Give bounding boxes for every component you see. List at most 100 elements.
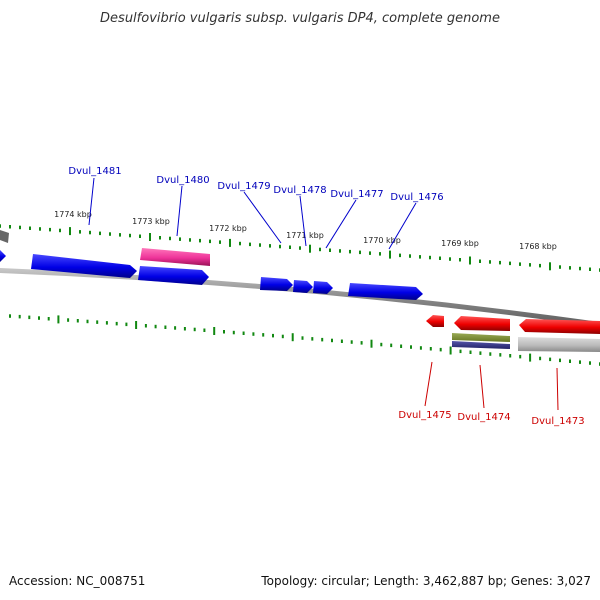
reverse-track-major-tick <box>57 315 60 324</box>
feature-pink-dvul-1480[interactable] <box>140 248 210 266</box>
gene-arrow-dvul-1481[interactable] <box>31 254 137 278</box>
reverse-track-minor-tick <box>499 353 502 357</box>
reverse-track-minor-tick <box>252 332 255 336</box>
reverse-track-minor-tick <box>559 358 561 363</box>
forward-track-minor-tick <box>429 255 431 260</box>
forward-track-minor-tick <box>99 231 101 236</box>
reverse-track-minor-tick <box>164 325 167 329</box>
forward-track-minor-tick <box>569 266 571 270</box>
forward-track-minor-tick <box>299 246 301 250</box>
forward-track-major-tick <box>149 233 151 241</box>
forward-track-minor-tick <box>399 253 401 258</box>
forward-track-minor-tick <box>339 249 341 253</box>
forward-track-minor-tick <box>359 250 361 255</box>
gene-label-dvul-1475[interactable]: Dvul_1475 <box>398 410 451 421</box>
gene-arrow-dvul-1474[interactable] <box>454 316 510 331</box>
reverse-track-minor-tick <box>96 320 99 324</box>
forward-track-minor-tick <box>239 241 241 246</box>
forward-track-minor-tick <box>379 252 381 256</box>
forward-track-minor-tick <box>129 233 131 238</box>
leader-line-dvul-1480 <box>176 185 183 237</box>
forward-track-minor-tick <box>409 254 411 258</box>
reverse-track-major-tick <box>213 327 216 335</box>
reverse-track-minor-tick <box>115 321 118 326</box>
gene-arrow-dvul-1480-blue[interactable] <box>138 266 209 285</box>
feature-navy-dvul-1474[interactable] <box>452 341 510 349</box>
reverse-track-minor-tick <box>439 347 442 352</box>
reverse-track-minor-tick <box>539 356 542 361</box>
reverse-track-minor-tick <box>86 319 89 324</box>
reverse-track-minor-tick <box>380 342 383 347</box>
reverse-track-minor-tick <box>9 314 11 318</box>
gene-arrow-dvul-1479[interactable] <box>260 277 293 291</box>
reverse-track-major-tick <box>529 353 532 362</box>
gene-label-dvul-1481[interactable]: Dvul_1481 <box>68 166 121 177</box>
forward-track-minor-tick <box>249 242 251 247</box>
reverse-track-minor-tick <box>262 333 265 337</box>
reverse-track-minor-tick <box>67 318 70 322</box>
reverse-track-minor-tick <box>390 343 393 348</box>
reverse-track-minor-tick <box>174 326 177 330</box>
feature-olive-dvul-1474[interactable] <box>452 333 510 342</box>
reverse-track-minor-tick <box>331 338 333 343</box>
gene-label-dvul-1473[interactable]: Dvul_1473 <box>531 416 584 427</box>
forward-tick-track <box>0 224 600 272</box>
gene-arrow-dvul-1475[interactable] <box>426 315 444 327</box>
map-title: Desulfovibrio vulgaris subsp. vulgaris D… <box>100 11 500 26</box>
reverse-track-minor-tick <box>76 319 79 323</box>
reverse-track-minor-tick <box>419 346 422 350</box>
forward-track-minor-tick <box>19 225 21 230</box>
reverse-track-minor-tick <box>144 324 147 328</box>
forward-track-minor-tick <box>479 259 481 263</box>
reverse-track-minor-tick <box>360 341 363 345</box>
forward-track-minor-tick <box>329 248 331 252</box>
gene-label-dvul-1477[interactable]: Dvul_1477 <box>330 189 383 200</box>
reverse-track-minor-tick <box>459 349 462 354</box>
backbone-overlap-stub <box>0 230 9 243</box>
gene-arrow-partial[interactable] <box>0 250 6 262</box>
gene-label-dvul-1480[interactable]: Dvul_1480 <box>156 175 209 186</box>
gene-label-dvul-1476[interactable]: Dvul_1476 <box>390 192 443 203</box>
tick-label-1772: 1772 kbp <box>209 224 247 233</box>
reverse-track-major-tick <box>370 339 373 348</box>
reverse-track-minor-tick <box>232 330 235 335</box>
gene-label-dvul-1479[interactable]: Dvul_1479 <box>217 181 270 192</box>
leader-line-dvul-1477 <box>325 199 357 249</box>
forward-track-major-tick <box>469 256 471 265</box>
feature-gray-dvul-1473[interactable] <box>518 337 600 352</box>
reverse-track-minor-tick <box>509 354 512 358</box>
gene-label-dvul-1478[interactable]: Dvul_1478 <box>273 185 326 196</box>
forward-track-minor-tick <box>79 230 81 234</box>
reverse-track-minor-tick <box>272 333 274 338</box>
reverse-track-minor-tick <box>183 327 186 331</box>
gene-arrow-dvul-1477[interactable] <box>313 281 333 294</box>
forward-track-major-tick <box>549 262 551 271</box>
forward-track-minor-tick <box>439 256 441 260</box>
forward-track-minor-tick <box>589 267 591 271</box>
gene-arrow-dvul-1476[interactable] <box>348 283 423 300</box>
gene-label-dvul-1474[interactable]: Dvul_1474 <box>457 412 510 423</box>
forward-track-minor-tick <box>289 245 291 249</box>
forward-track-minor-tick <box>529 263 531 267</box>
forward-track-minor-tick <box>49 227 51 232</box>
gene-arrow-dvul-1473[interactable] <box>519 319 600 334</box>
gene-arrow-dvul-1478[interactable] <box>293 280 313 293</box>
reverse-track-minor-tick <box>28 315 31 320</box>
leader-line-dvul-1474 <box>479 364 485 409</box>
reverse-track-minor-tick <box>281 334 284 339</box>
forward-track-minor-tick <box>29 226 31 230</box>
forward-track-minor-tick <box>349 249 351 254</box>
forward-track-minor-tick <box>199 238 201 243</box>
forward-track-minor-tick <box>559 265 561 269</box>
reverse-track-minor-tick <box>321 337 324 342</box>
reverse-track-minor-tick <box>154 324 157 329</box>
reverse-track-major-tick <box>291 333 294 342</box>
forward-track-minor-tick <box>259 243 261 247</box>
forward-leader-lines <box>88 177 417 250</box>
forward-track-minor-tick <box>169 236 171 241</box>
leader-line-dvul-1479 <box>243 191 282 244</box>
forward-track-minor-tick <box>59 228 61 233</box>
forward-track-major-tick <box>309 244 311 253</box>
tick-label-1774: 1774 kbp <box>54 210 92 219</box>
reverse-track-minor-tick <box>410 345 412 349</box>
